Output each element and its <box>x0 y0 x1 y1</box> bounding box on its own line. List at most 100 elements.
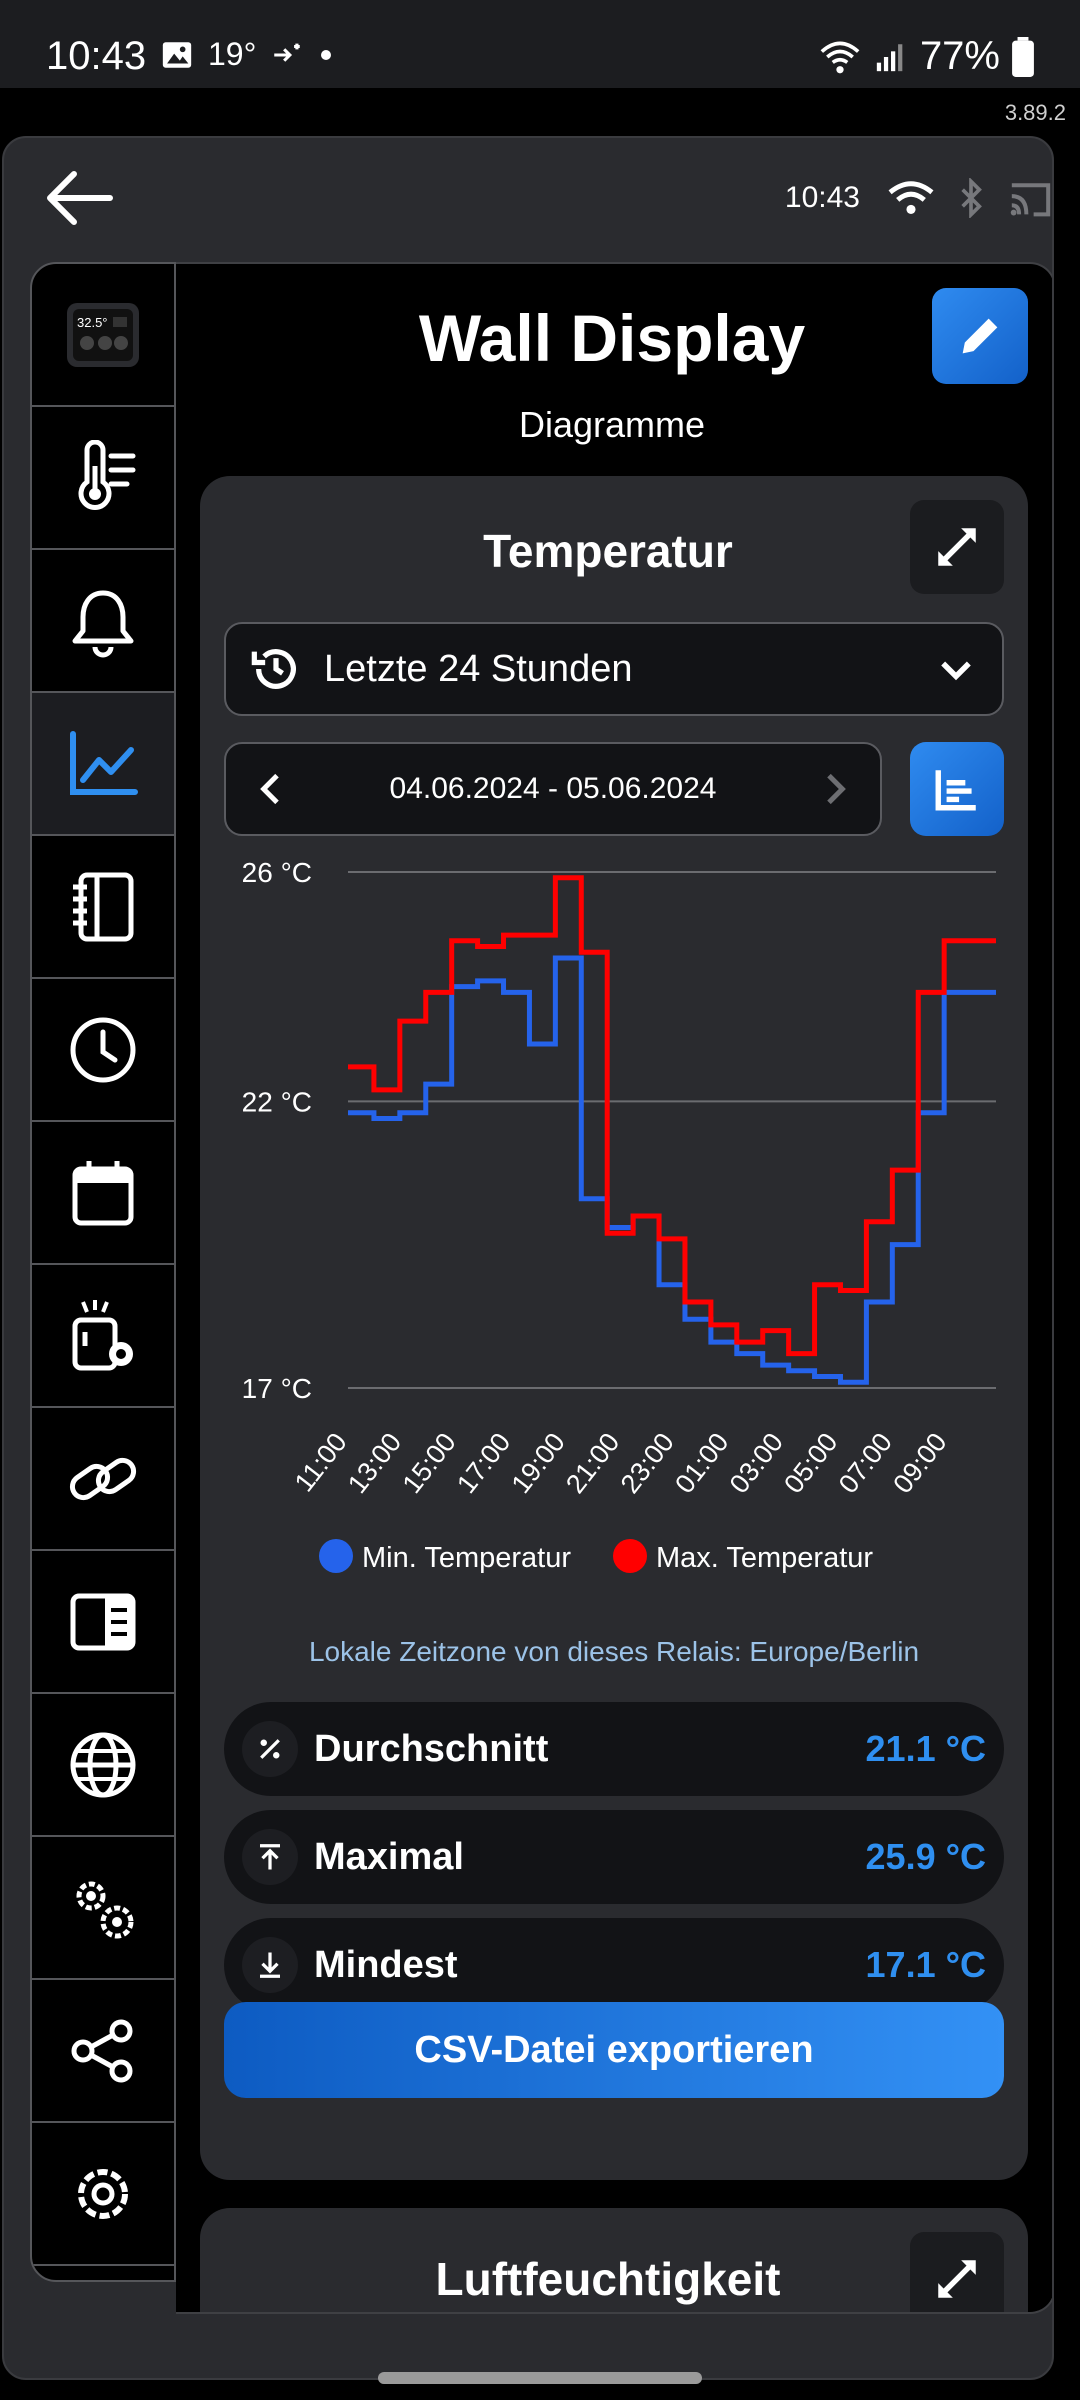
settings-icon <box>78 2168 128 2219</box>
wifi-icon <box>820 41 860 73</box>
page-subtitle: Diagramme <box>518 404 706 445</box>
sidebar-item-charts[interactable] <box>32 693 174 836</box>
stat-average-label: Durchschnitt <box>314 1727 549 1770</box>
chevron-down-icon <box>941 661 971 681</box>
sidebar-item-alerts[interactable] <box>32 550 174 693</box>
sidebar-item-device-settings[interactable] <box>32 1265 174 1408</box>
humidity-expand-button[interactable] <box>910 2232 1004 2312</box>
x-tick-label: 09:00 <box>887 1427 952 1499</box>
calendar-icon <box>72 1160 134 1225</box>
x-tick-label: 07:00 <box>833 1427 898 1499</box>
series-max-line <box>348 875 996 1357</box>
export-csv-button[interactable]: CSV-Datei exportieren <box>224 2002 1004 2098</box>
bluetooth-icon <box>961 178 982 218</box>
chart-type-button[interactable] <box>910 742 1004 836</box>
sidebar-item-sensors[interactable] <box>32 407 174 550</box>
bar-chart-icon <box>935 770 976 811</box>
link-icon <box>69 1457 137 1500</box>
x-tick-label: 03:00 <box>724 1427 789 1499</box>
percent-icon <box>242 1721 298 1777</box>
back-arrow-icon[interactable] <box>44 168 114 228</box>
chevron-right-icon[interactable] <box>814 769 854 809</box>
humidity-card: Luftfeuchtigkeit <box>200 2208 1028 2312</box>
sidebar-item-logs[interactable] <box>32 836 174 979</box>
sidebar-item-advanced[interactable] <box>32 1837 174 1980</box>
expand-button[interactable] <box>910 500 1004 594</box>
x-tick-label: 13:00 <box>342 1427 407 1499</box>
x-tick-label: 11:00 <box>289 1427 353 1497</box>
card-title: Temperatur <box>483 525 733 577</box>
x-tick-label: 23:00 <box>615 1427 680 1499</box>
stat-minimum-label: Mindest <box>314 1943 458 1986</box>
x-tick-label: 15:00 <box>397 1427 462 1499</box>
timezone-note: Lokale Zeitzone von dieses Relais: Europ… <box>308 1636 920 1667</box>
temperature-card: Temperatur Letzte 24 Stunden 04.06.2024 … <box>200 476 1028 2180</box>
x-tick-label: 05:00 <box>778 1427 843 1499</box>
status-bar: 10:43 19° 77% <box>0 0 1080 88</box>
temperature-chart: 26 °C 22 °C 17 °C 11:0013:0015:0017:0019:0… <box>242 857 996 1574</box>
expand-icon <box>938 2260 976 2298</box>
sidebar: 32.5° <box>30 262 176 2282</box>
display-layout-icon <box>70 1593 136 1650</box>
sidebar-item-device[interactable]: 32.5° <box>32 264 174 407</box>
data-saver-icon <box>274 43 301 62</box>
chevron-left-icon[interactable] <box>252 769 292 809</box>
page-title: Wall Display <box>418 301 806 375</box>
x-tick-label: 21:00 <box>560 1427 625 1499</box>
pencil-icon <box>962 318 998 354</box>
globe-icon <box>70 1732 136 1797</box>
battery-percent: 77% <box>919 34 1000 78</box>
app-frame: 10:43 32.5° <box>2 136 1054 2380</box>
cogs-icon <box>76 1881 134 1938</box>
y-tick-label: 22 °C <box>242 1086 312 1117</box>
y-tick-label: 17 °C <box>242 1373 312 1404</box>
cloud-cast-icon <box>1010 183 1051 217</box>
y-tick-label: 26 °C <box>242 857 312 888</box>
sidebar-item-network[interactable] <box>32 1694 174 1837</box>
legend-min-label: Min. Temperatur <box>362 1542 571 1574</box>
x-tick-label: 17:00 <box>451 1427 516 1499</box>
signal-icon <box>876 43 903 71</box>
stat-minimum: Mindest 17.1 °C <box>224 1918 1004 2012</box>
chart-line-icon <box>70 730 138 795</box>
battery-icon <box>1012 36 1034 77</box>
sidebar-item-settings[interactable] <box>32 2123 174 2266</box>
device-settings-icon <box>72 1299 133 1370</box>
gesture-nav-bar[interactable] <box>378 2372 702 2384</box>
sidebar-item-links[interactable] <box>32 1408 174 1551</box>
wifi-icon <box>888 181 934 214</box>
chart-legend: Min. Temperatur Max. Temperatur <box>319 1539 873 1574</box>
edit-button[interactable] <box>932 288 1028 384</box>
sidebar-item-display[interactable] <box>32 1551 174 1694</box>
status-left-icons: 19° <box>160 36 334 73</box>
sidebar-item-share[interactable] <box>32 1980 174 2123</box>
status-time: 10:43 <box>46 34 147 78</box>
main-pane: Wall Display Diagramme Temperatur Letzte… <box>176 262 1052 2314</box>
share-icon <box>71 2019 133 2082</box>
humidity-card-title: Luftfeuchtigkeit <box>435 2253 781 2305</box>
arrow-down-bar-icon <box>242 1937 298 1993</box>
date-range-label: 04.06.2024 - 05.06.2024 <box>389 772 717 805</box>
gallery-icon <box>162 41 192 68</box>
legend-min-dot <box>319 1539 353 1573</box>
bell-icon <box>72 590 134 657</box>
clock-icon <box>70 1017 136 1082</box>
notification-dot-icon <box>321 49 332 60</box>
legend-max-dot <box>613 1539 647 1573</box>
time-range-label: Letzte 24 Stunden <box>324 647 633 690</box>
device-thumbnail-icon: 32.5° <box>67 302 139 367</box>
weather-temp: 19° <box>208 36 257 72</box>
top-bar: 10:43 <box>4 138 1052 258</box>
connection-status: 10:43 <box>785 178 1052 218</box>
sidebar-item-calendar[interactable] <box>32 1122 174 1265</box>
time-range-select[interactable]: Letzte 24 Stunden <box>224 622 1004 716</box>
arrow-up-bar-icon <box>242 1829 298 1885</box>
device-time: 10:43 <box>784 181 860 214</box>
stat-minimum-value: 17.1 °C <box>865 1944 986 1985</box>
thermometer-list-icon <box>78 439 136 510</box>
device-thumbnail-temp: 32.5° <box>77 315 108 330</box>
app-version: 3.89.2 <box>1004 100 1066 125</box>
date-navigator: 04.06.2024 - 05.06.2024 <box>224 742 882 836</box>
stat-average-value: 21.1 °C <box>865 1728 986 1769</box>
sidebar-item-schedules[interactable] <box>32 979 174 1122</box>
